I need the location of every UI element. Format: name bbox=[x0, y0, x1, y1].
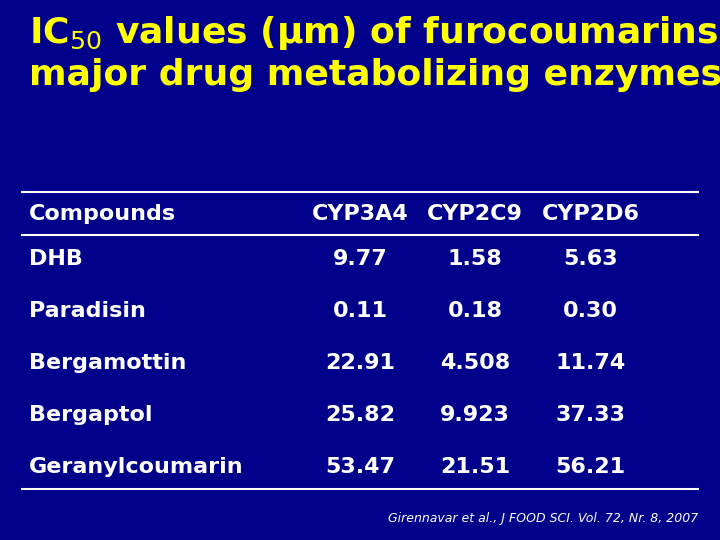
Text: IC$_{50}$ values (μm) of furocoumarins for
major drug metabolizing enzymes: IC$_{50}$ values (μm) of furocoumarins f… bbox=[29, 14, 720, 92]
Text: 0.11: 0.11 bbox=[333, 301, 387, 321]
Text: 0.18: 0.18 bbox=[448, 301, 503, 321]
Text: Girennavar et al., J FOOD SCI. Vol. 72, Nr. 8, 2007: Girennavar et al., J FOOD SCI. Vol. 72, … bbox=[388, 512, 698, 525]
Text: 37.33: 37.33 bbox=[555, 404, 626, 425]
Text: Geranylcoumarin: Geranylcoumarin bbox=[29, 456, 243, 477]
Text: 9.923: 9.923 bbox=[440, 404, 510, 425]
Text: 56.21: 56.21 bbox=[555, 456, 626, 477]
Text: 9.77: 9.77 bbox=[333, 249, 387, 269]
Text: CYP2D6: CYP2D6 bbox=[541, 204, 639, 225]
Text: 5.63: 5.63 bbox=[563, 249, 618, 269]
Text: 53.47: 53.47 bbox=[325, 456, 395, 477]
Text: 25.82: 25.82 bbox=[325, 404, 395, 425]
Text: Paradisin: Paradisin bbox=[29, 301, 145, 321]
Text: CYP3A4: CYP3A4 bbox=[312, 204, 408, 225]
Text: Compounds: Compounds bbox=[29, 204, 176, 225]
Text: 4.508: 4.508 bbox=[440, 353, 510, 373]
Text: DHB: DHB bbox=[29, 249, 83, 269]
Text: 11.74: 11.74 bbox=[555, 353, 626, 373]
Text: Bergamottin: Bergamottin bbox=[29, 353, 186, 373]
Text: CYP2C9: CYP2C9 bbox=[427, 204, 523, 225]
Text: 1.58: 1.58 bbox=[448, 249, 503, 269]
Text: 0.30: 0.30 bbox=[563, 301, 618, 321]
Text: 22.91: 22.91 bbox=[325, 353, 395, 373]
Text: Bergaptol: Bergaptol bbox=[29, 404, 153, 425]
Text: 21.51: 21.51 bbox=[440, 456, 510, 477]
